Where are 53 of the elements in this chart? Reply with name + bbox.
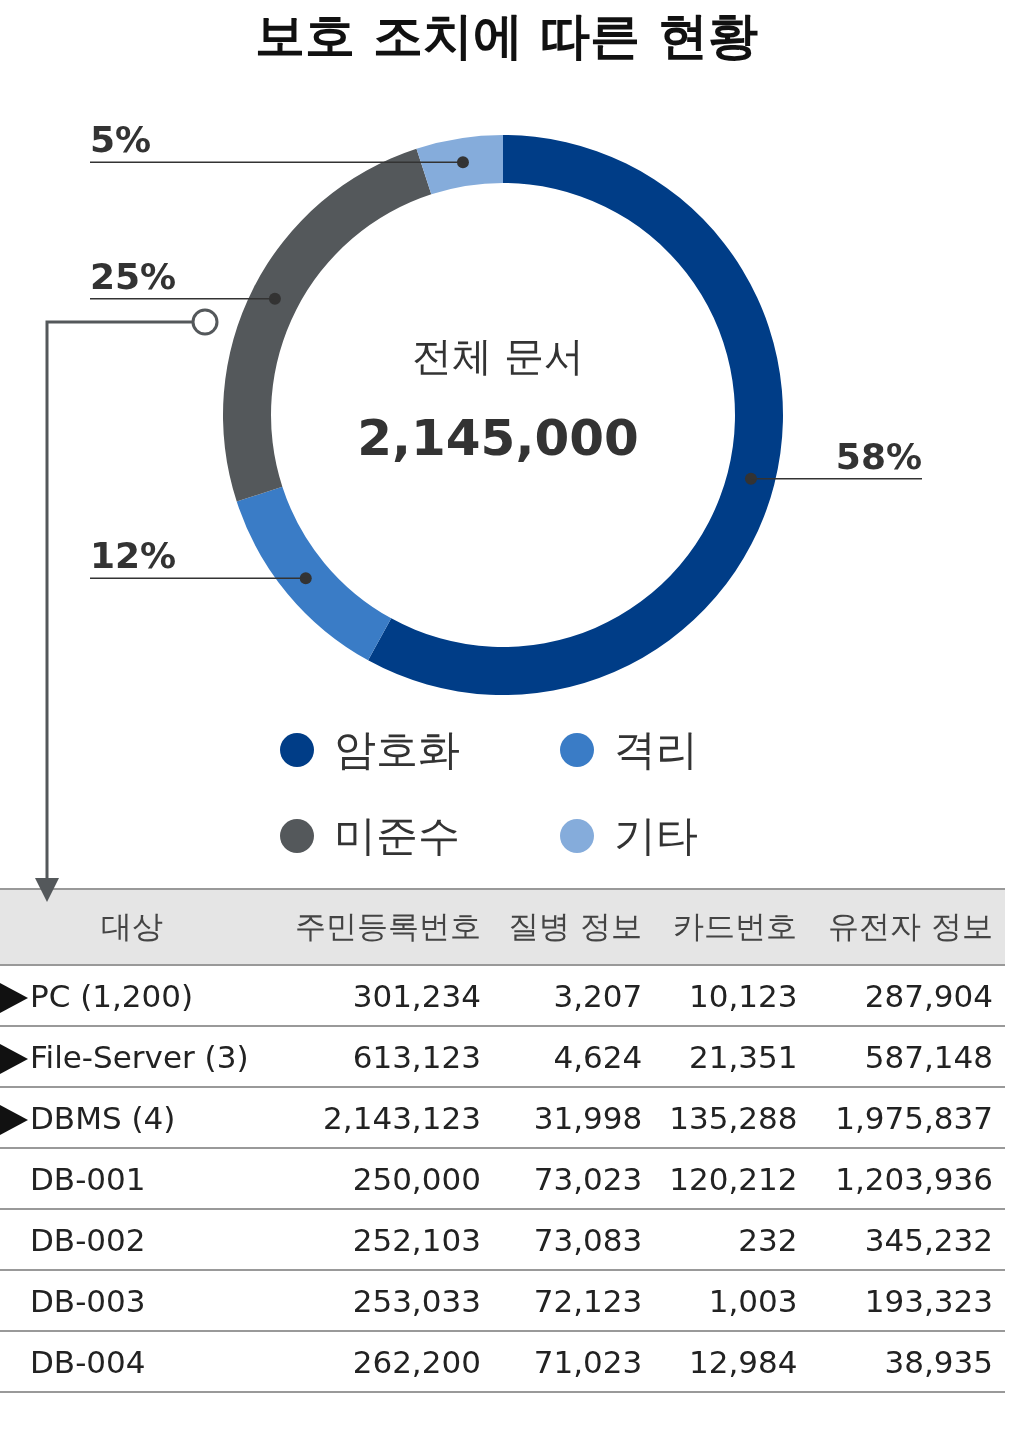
- category-label: 대상: [99, 907, 164, 946]
- legend-label: 암호화: [333, 724, 461, 776]
- text: 38,935: [884, 1343, 993, 1380]
- text: 301,234: [352, 977, 481, 1014]
- category-label: 주민등록번호: [293, 907, 482, 946]
- text: 21,351: [689, 1038, 798, 1075]
- chart-title: 보호 조치에 따른 현황: [254, 7, 759, 67]
- donut-slice: [236, 486, 392, 661]
- legend-label: 기타: [613, 810, 699, 862]
- text: 135,288: [669, 1099, 798, 1136]
- text: 2,145,000: [357, 409, 639, 467]
- donut-slice: [416, 135, 503, 195]
- legend-label: 격리: [613, 724, 699, 776]
- text: 587,148: [864, 1038, 993, 1075]
- legend-label: 미준수: [333, 810, 461, 862]
- text: 4,624: [553, 1038, 643, 1075]
- text: 10,123: [689, 977, 798, 1014]
- category-label: 유전자 정보: [827, 907, 994, 946]
- category-label: File-Server (3): [30, 1038, 249, 1075]
- data-label: 25%: [90, 255, 177, 297]
- text: 232: [738, 1221, 798, 1258]
- text: 12,984: [689, 1343, 798, 1380]
- text: 253,033: [352, 1282, 481, 1319]
- text: 1,975,837: [835, 1099, 993, 1136]
- text: 120,212: [669, 1160, 798, 1197]
- category-label: PC (1,200): [30, 977, 194, 1014]
- data-label: 5%: [90, 119, 152, 161]
- text: 1,203,936: [835, 1160, 993, 1197]
- text: 613,123: [352, 1038, 481, 1075]
- text: 2,143,123: [323, 1099, 481, 1136]
- text: 72,123: [533, 1282, 643, 1319]
- category-label: 카드번호: [672, 907, 799, 946]
- category-label: DB-003: [30, 1282, 146, 1319]
- text: 73,023: [533, 1160, 643, 1197]
- text: 전체 문서: [411, 333, 585, 379]
- text: 73,083: [533, 1221, 643, 1258]
- data-label: 12%: [90, 535, 177, 577]
- text: 252,103: [352, 1221, 481, 1258]
- text: 250,000: [352, 1160, 481, 1197]
- category-label: DB-002: [30, 1221, 146, 1258]
- text: 1,003: [708, 1282, 798, 1319]
- category-label: DB-001: [30, 1160, 146, 1197]
- text: 262,200: [352, 1343, 481, 1380]
- text: 193,323: [864, 1282, 993, 1319]
- text: 287,904: [864, 977, 993, 1014]
- category-label: DB-004: [30, 1343, 146, 1380]
- text: 71,023: [533, 1343, 643, 1380]
- data-label: 58%: [835, 435, 922, 477]
- category-label: DBMS (4): [30, 1099, 176, 1136]
- category-label: 질병 정보: [507, 907, 644, 946]
- text: 31,998: [533, 1099, 643, 1136]
- text: 345,232: [864, 1221, 993, 1258]
- text: 3,207: [553, 977, 643, 1014]
